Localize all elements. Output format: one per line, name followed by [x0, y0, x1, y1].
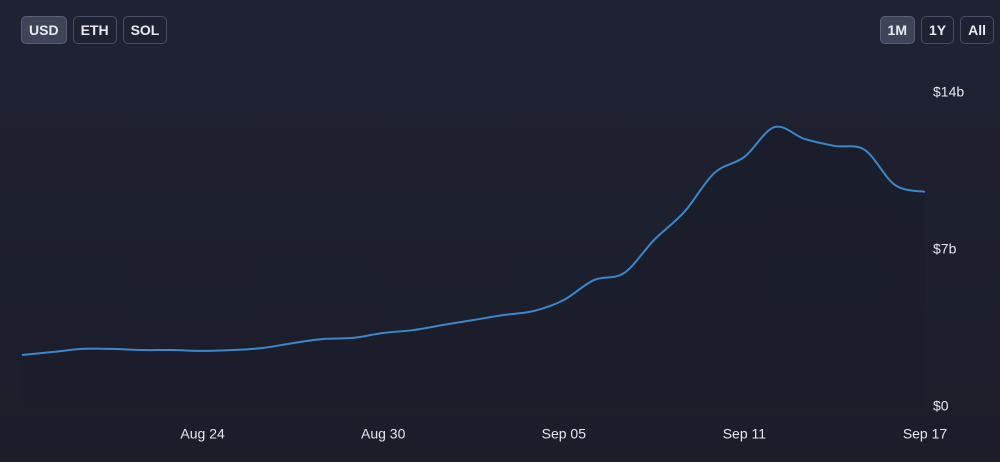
x-tick-label: Aug 24: [180, 426, 225, 442]
y-tick-label: $0: [933, 398, 949, 414]
currency-button[interactable]: SOL: [122, 16, 168, 44]
line: [21, 125, 926, 356]
currency-button[interactable]: ETH: [72, 16, 117, 44]
y-tick-label: $7b: [933, 241, 957, 257]
range-toggle: 1M 1Y All: [879, 16, 994, 44]
currency-button[interactable]: USD: [21, 16, 67, 44]
currency-toggle: USD ETH SOL: [21, 16, 168, 44]
x-tick-label: Sep 11: [723, 426, 767, 442]
area: [22, 126, 925, 407]
x-tick-label: Sep 05: [542, 426, 587, 442]
range-button[interactable]: All: [960, 16, 994, 44]
x-tick-label: Sep 17: [903, 426, 948, 442]
range-button[interactable]: 1M: [879, 16, 915, 44]
x-tick-label: Aug 30: [361, 426, 406, 442]
range-button[interactable]: 1Y: [920, 16, 955, 44]
y-tick-label: $14b: [933, 84, 964, 100]
